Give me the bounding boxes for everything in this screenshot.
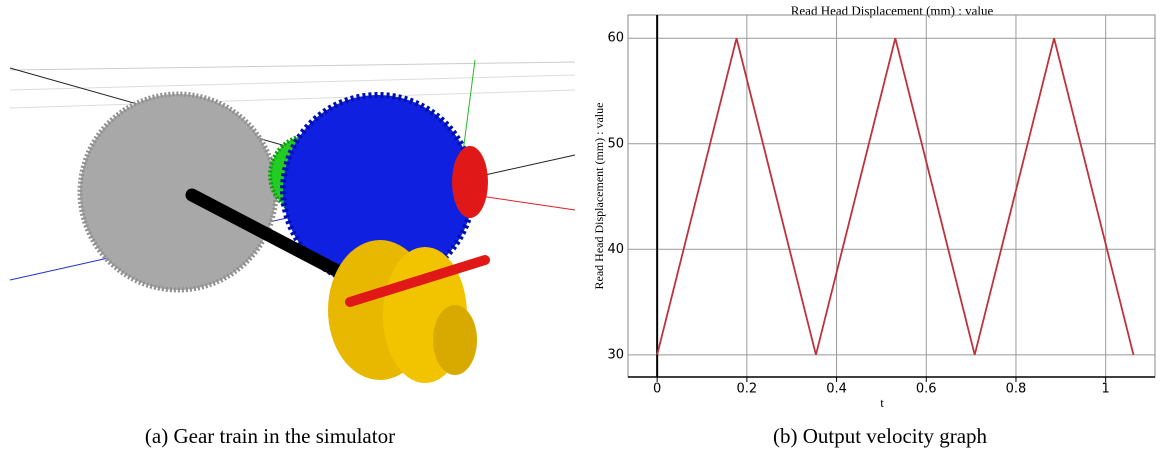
x-tick-label: 0.4 <box>826 382 847 397</box>
x-tick-label: 0.8 <box>1006 382 1027 397</box>
x-tick-label: 0 <box>653 382 661 397</box>
caption: (b) Output velocity graph <box>773 424 988 448</box>
y-tick-label: 40 <box>607 242 624 257</box>
y-axis-label: Read Head Displacement (mm) : value <box>592 103 606 290</box>
y-tick-label: 50 <box>607 136 624 151</box>
x-tick-label: 0.6 <box>916 382 937 397</box>
chart: Read Head Displacement (mm) : value Read… <box>592 3 1156 410</box>
caption: (a) Gear train in the simulator <box>145 424 395 448</box>
x-tick-label: 1 <box>1102 382 1110 397</box>
x-axis-label: t <box>880 395 884 410</box>
x-tick-label: 0.2 <box>737 382 758 397</box>
chart-title: Read Head Displacement (mm) : value <box>791 3 994 18</box>
y-tick-label: 30 <box>607 347 624 362</box>
plot-frame <box>627 14 1156 378</box>
y-tick-label: 60 <box>607 31 624 46</box>
data-line <box>656 37 1135 356</box>
simulator-render <box>9 59 576 383</box>
